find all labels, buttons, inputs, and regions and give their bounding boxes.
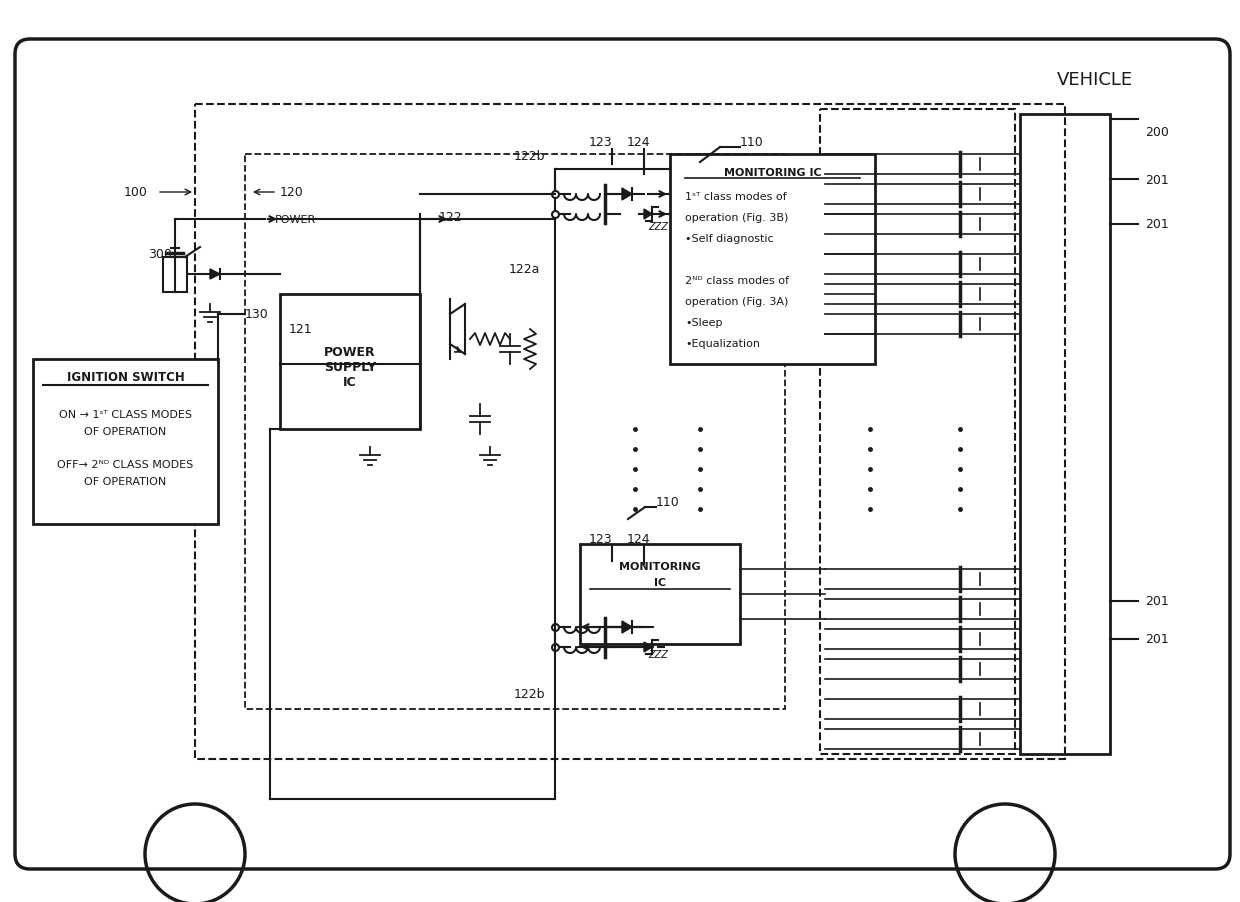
Text: 201: 201 bbox=[1145, 173, 1169, 187]
Text: OFF→ 2ᴺᴰ CLASS MODES: OFF→ 2ᴺᴰ CLASS MODES bbox=[57, 459, 193, 469]
Text: 110: 110 bbox=[740, 136, 764, 150]
Text: 201: 201 bbox=[1145, 218, 1169, 231]
Polygon shape bbox=[210, 270, 219, 280]
Text: 121: 121 bbox=[289, 323, 312, 336]
Text: 122a: 122a bbox=[508, 263, 539, 276]
Bar bbox=[246, 155, 785, 709]
Bar bbox=[280, 295, 420, 429]
Text: MONITORING IC: MONITORING IC bbox=[724, 168, 821, 178]
Bar bbox=[33, 360, 218, 524]
Bar bbox=[162, 258, 187, 292]
Text: SUPPLY: SUPPLY bbox=[324, 361, 376, 373]
Text: 201: 201 bbox=[1145, 633, 1169, 646]
Text: 1ˢᵀ class modes of: 1ˢᵀ class modes of bbox=[684, 192, 786, 202]
Text: OF OPERATION: OF OPERATION bbox=[84, 427, 166, 437]
Text: •Self diagnostic: •Self diagnostic bbox=[684, 234, 774, 244]
Text: POWER: POWER bbox=[324, 345, 376, 359]
Text: OF OPERATION: OF OPERATION bbox=[84, 476, 166, 486]
Text: IC: IC bbox=[653, 577, 666, 587]
Bar bbox=[580, 545, 740, 644]
Bar bbox=[195, 105, 1065, 759]
Text: •Equalization: •Equalization bbox=[684, 338, 760, 348]
Text: ZZZ: ZZZ bbox=[649, 222, 668, 232]
Text: 123: 123 bbox=[588, 136, 611, 150]
Text: IGNITION SWITCH: IGNITION SWITCH bbox=[67, 371, 185, 384]
Text: 120: 120 bbox=[280, 187, 304, 199]
Text: 100: 100 bbox=[124, 187, 148, 199]
Text: ZZZ: ZZZ bbox=[649, 649, 668, 659]
Text: POWER: POWER bbox=[274, 215, 316, 225]
Text: 201: 201 bbox=[1145, 594, 1169, 608]
Text: operation (Fig. 3B): operation (Fig. 3B) bbox=[684, 213, 789, 223]
Text: 124: 124 bbox=[626, 136, 650, 150]
Text: 123: 123 bbox=[588, 533, 611, 546]
Text: 300: 300 bbox=[148, 248, 172, 262]
Text: 200: 200 bbox=[1145, 126, 1169, 139]
Polygon shape bbox=[622, 189, 632, 201]
Text: 2ᴺᴰ class modes of: 2ᴺᴰ class modes of bbox=[684, 276, 789, 286]
Text: 124: 124 bbox=[626, 533, 650, 546]
Polygon shape bbox=[622, 621, 632, 633]
Text: 122: 122 bbox=[439, 211, 463, 225]
Polygon shape bbox=[644, 642, 652, 652]
Text: IC: IC bbox=[343, 375, 357, 389]
Text: 122b: 122b bbox=[513, 687, 546, 701]
Polygon shape bbox=[644, 210, 652, 220]
Text: 122b: 122b bbox=[513, 151, 546, 163]
Bar bbox=[820, 110, 1016, 754]
Text: ON → 1ˢᵀ CLASS MODES: ON → 1ˢᵀ CLASS MODES bbox=[60, 410, 192, 419]
Bar bbox=[1021, 115, 1110, 754]
Text: 110: 110 bbox=[656, 496, 680, 509]
Text: operation (Fig. 3A): operation (Fig. 3A) bbox=[684, 297, 789, 307]
Bar bbox=[670, 155, 875, 364]
Text: MONITORING: MONITORING bbox=[619, 561, 701, 571]
Text: 130: 130 bbox=[246, 308, 269, 321]
Text: •Sleep: •Sleep bbox=[684, 318, 723, 327]
Text: VEHICLE: VEHICLE bbox=[1056, 71, 1133, 89]
